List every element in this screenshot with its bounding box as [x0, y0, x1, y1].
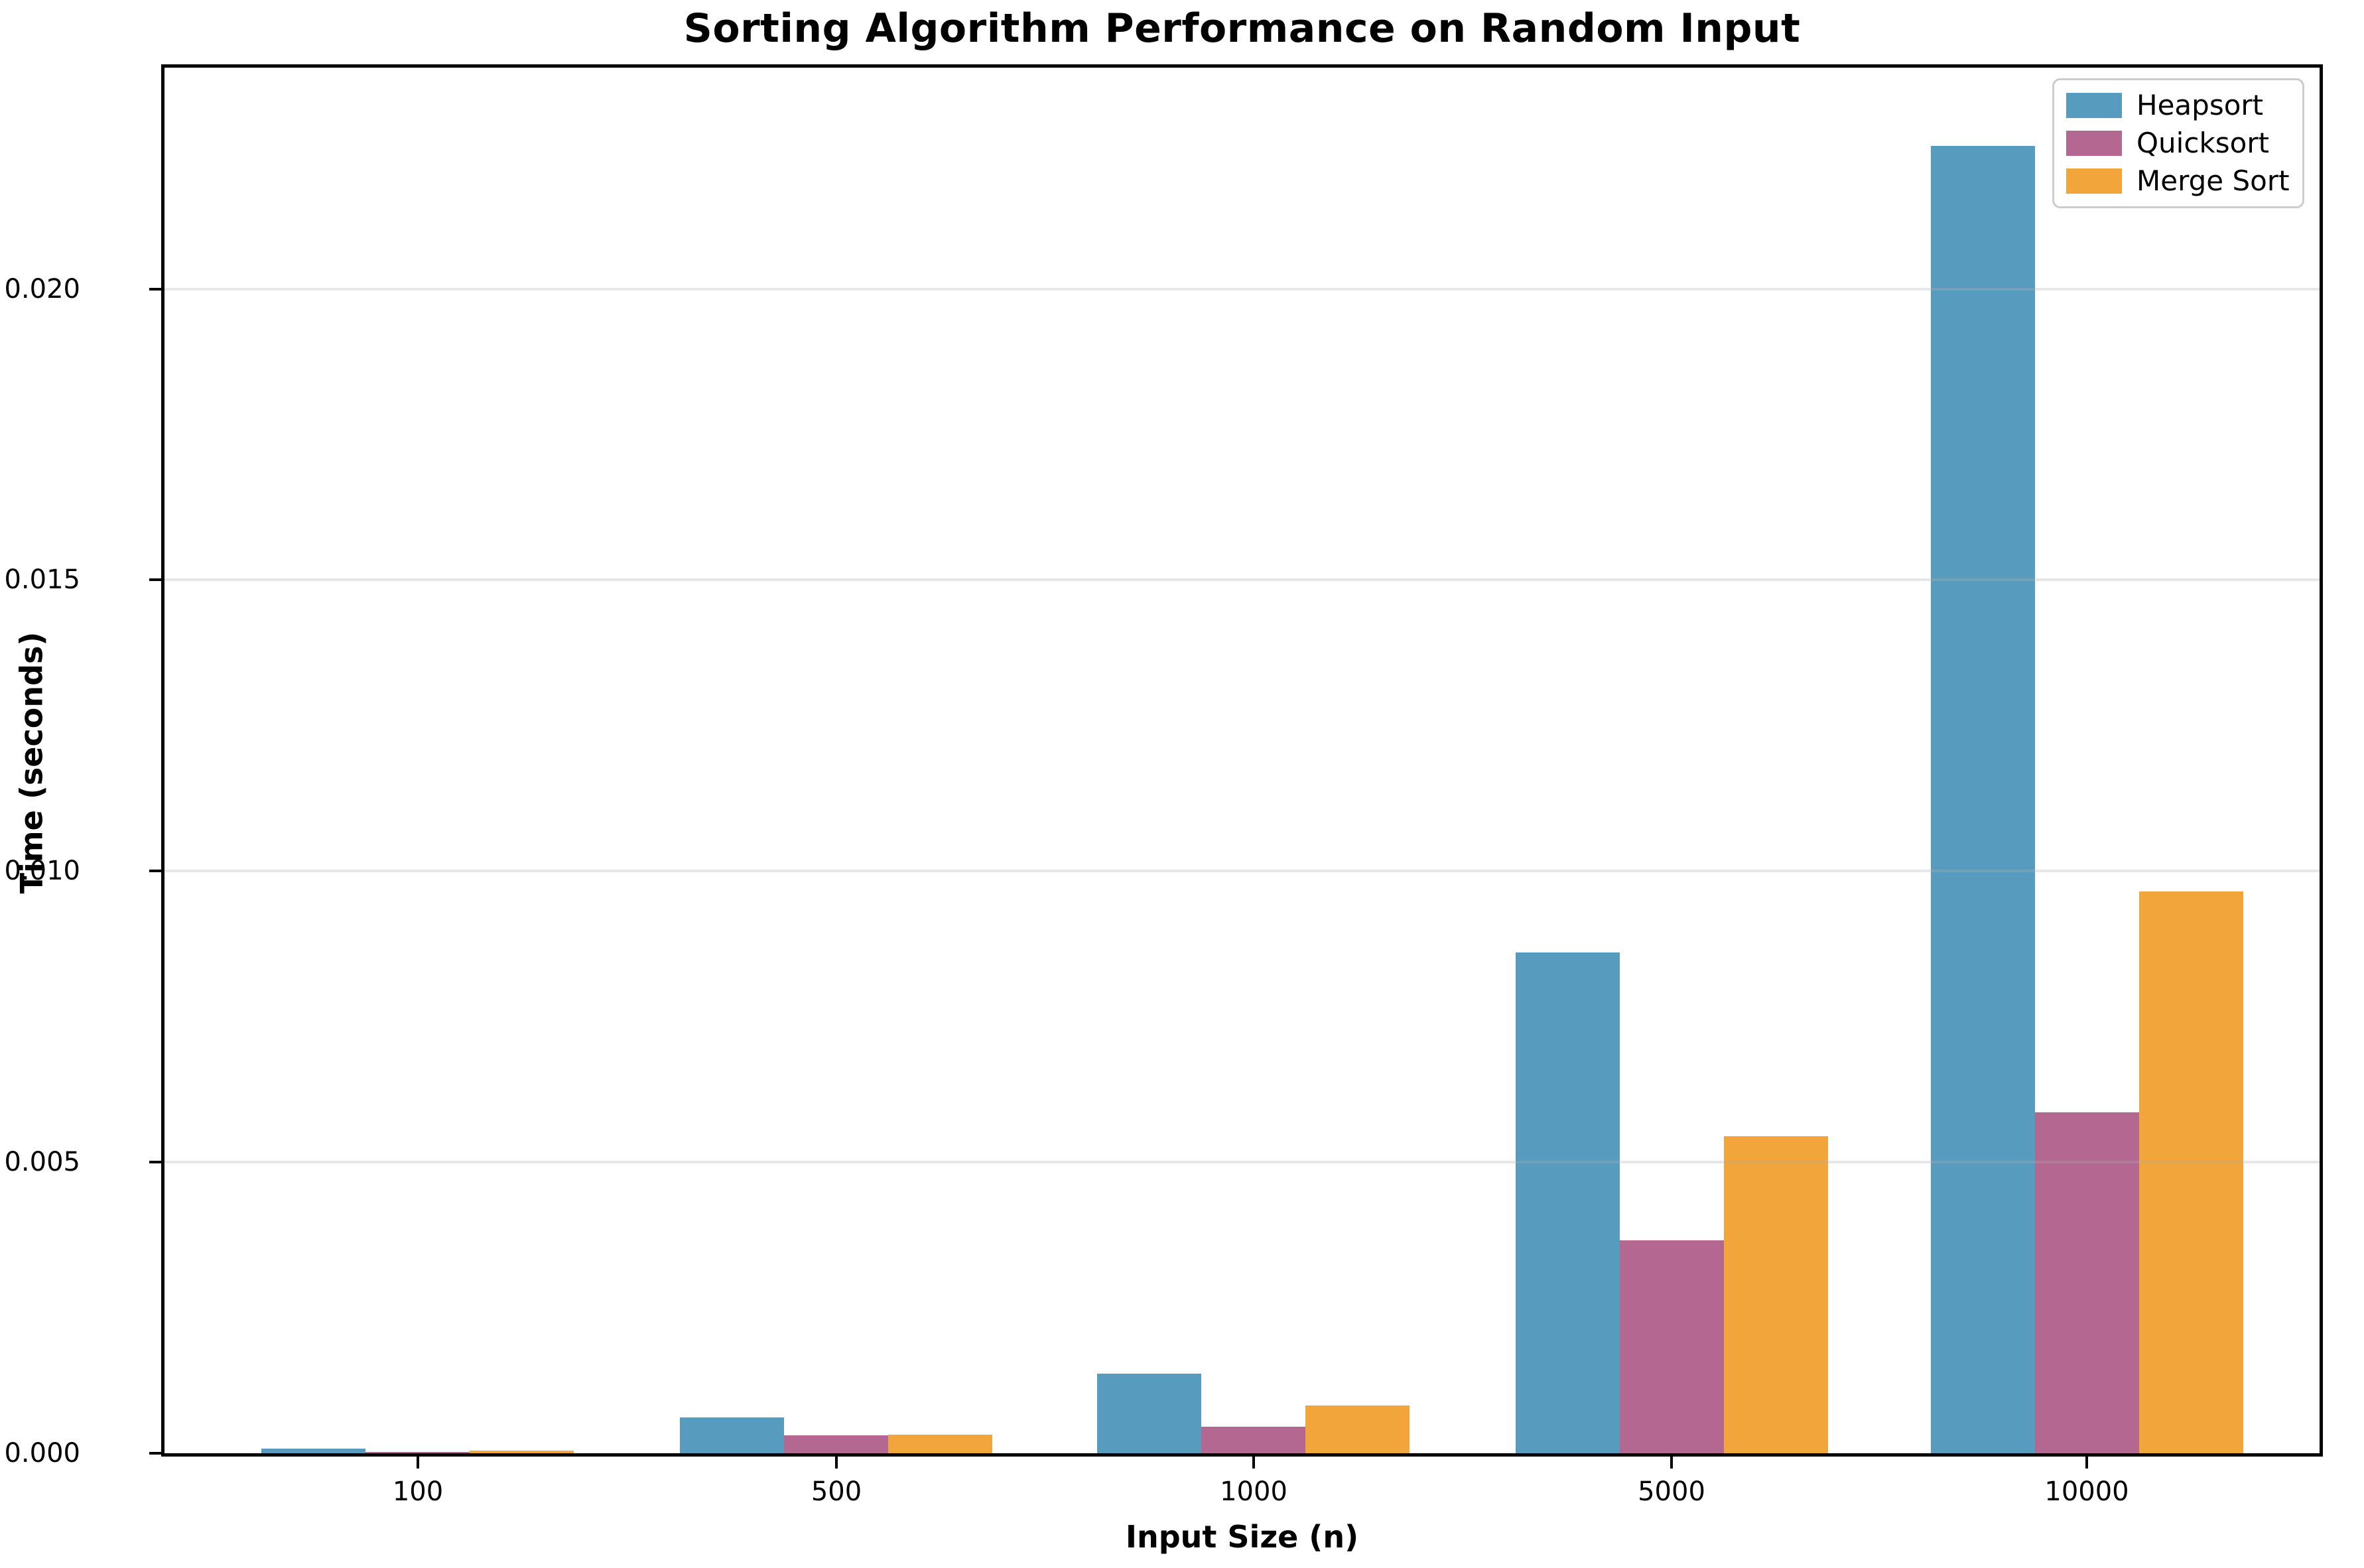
y-tick-0.015 — [149, 578, 161, 581]
legend-swatch-heapsort — [2066, 93, 2122, 119]
x-tick-label-100: 100 — [392, 1476, 444, 1507]
x-tick-500 — [835, 1457, 838, 1469]
x-axis-label: Input Size (n) — [1125, 1519, 1359, 1555]
legend-swatch-merge-sort — [2066, 168, 2122, 194]
legend-item-heapsort: Heapsort — [2066, 92, 2290, 119]
bar-merge-sort-500 — [888, 1435, 992, 1453]
bar-merge-sort-5000 — [1724, 1136, 1828, 1453]
y-tick-label-0.020: 0.020 — [4, 274, 80, 304]
bar-quicksort-1000 — [1201, 1427, 1305, 1453]
gridline-y-0.005 — [164, 1161, 2320, 1163]
bar-quicksort-10000 — [2035, 1112, 2139, 1453]
chart-title: Sorting Algorithm Performance on Random … — [683, 5, 1801, 52]
legend-swatch-quicksort — [2066, 130, 2122, 156]
y-tick-0.005 — [149, 1161, 161, 1163]
plot-area: 0.000 0.005 0.010 0.015 0.020 100 500 1000 5000 1… — [4, 64, 2323, 1505]
legend-item-quicksort: Quicksort — [2066, 129, 2290, 157]
y-tick-0.020 — [149, 288, 161, 291]
y-tick-label-0.010: 0.010 — [4, 856, 80, 886]
y-tick-label-0.005: 0.005 — [4, 1147, 80, 1177]
bar-heapsort-5000 — [1516, 952, 1620, 1453]
bar-heapsort-10000 — [1931, 146, 2035, 1453]
x-tick-label-500: 500 — [811, 1476, 862, 1507]
gridline-y-0.020 — [164, 288, 2320, 291]
bar-heapsort-100 — [261, 1449, 365, 1453]
y-tick-label-0.015: 0.015 — [4, 564, 80, 595]
y-tick-0.010 — [149, 870, 161, 872]
legend-label-heapsort: Heapsort — [2136, 89, 2264, 122]
x-tick-10000 — [2085, 1457, 2088, 1469]
x-tick-1000 — [1252, 1457, 1255, 1469]
legend: Heapsort Quicksort Merge Sort — [2052, 78, 2304, 208]
x-tick-label-10000: 10000 — [2044, 1476, 2129, 1507]
bar-merge-sort-100 — [470, 1451, 574, 1453]
x-tick-5000 — [1670, 1457, 1673, 1469]
bar-heapsort-1000 — [1097, 1374, 1201, 1453]
y-tick-label-0.000: 0.000 — [4, 1438, 80, 1469]
gridline-y-0.010 — [164, 870, 2320, 872]
bar-merge-sort-10000 — [2139, 891, 2243, 1453]
bar-quicksort-5000 — [1620, 1240, 1724, 1453]
bar-heapsort-500 — [680, 1417, 784, 1453]
legend-label-quicksort: Quicksort — [2136, 126, 2270, 159]
legend-item-merge-sort: Merge Sort — [2066, 164, 2290, 197]
bar-quicksort-500 — [784, 1435, 888, 1453]
x-tick-100 — [417, 1457, 419, 1469]
x-tick-label-1000: 1000 — [1220, 1476, 1287, 1507]
bar-quicksort-100 — [365, 1452, 470, 1453]
x-tick-label-5000: 5000 — [1638, 1476, 1705, 1507]
legend-label-merge-sort: Merge Sort — [2136, 164, 2290, 197]
bar-merge-sort-1000 — [1305, 1405, 1410, 1453]
gridline-y-0.015 — [164, 578, 2320, 581]
y-tick-0.000 — [149, 1452, 161, 1455]
